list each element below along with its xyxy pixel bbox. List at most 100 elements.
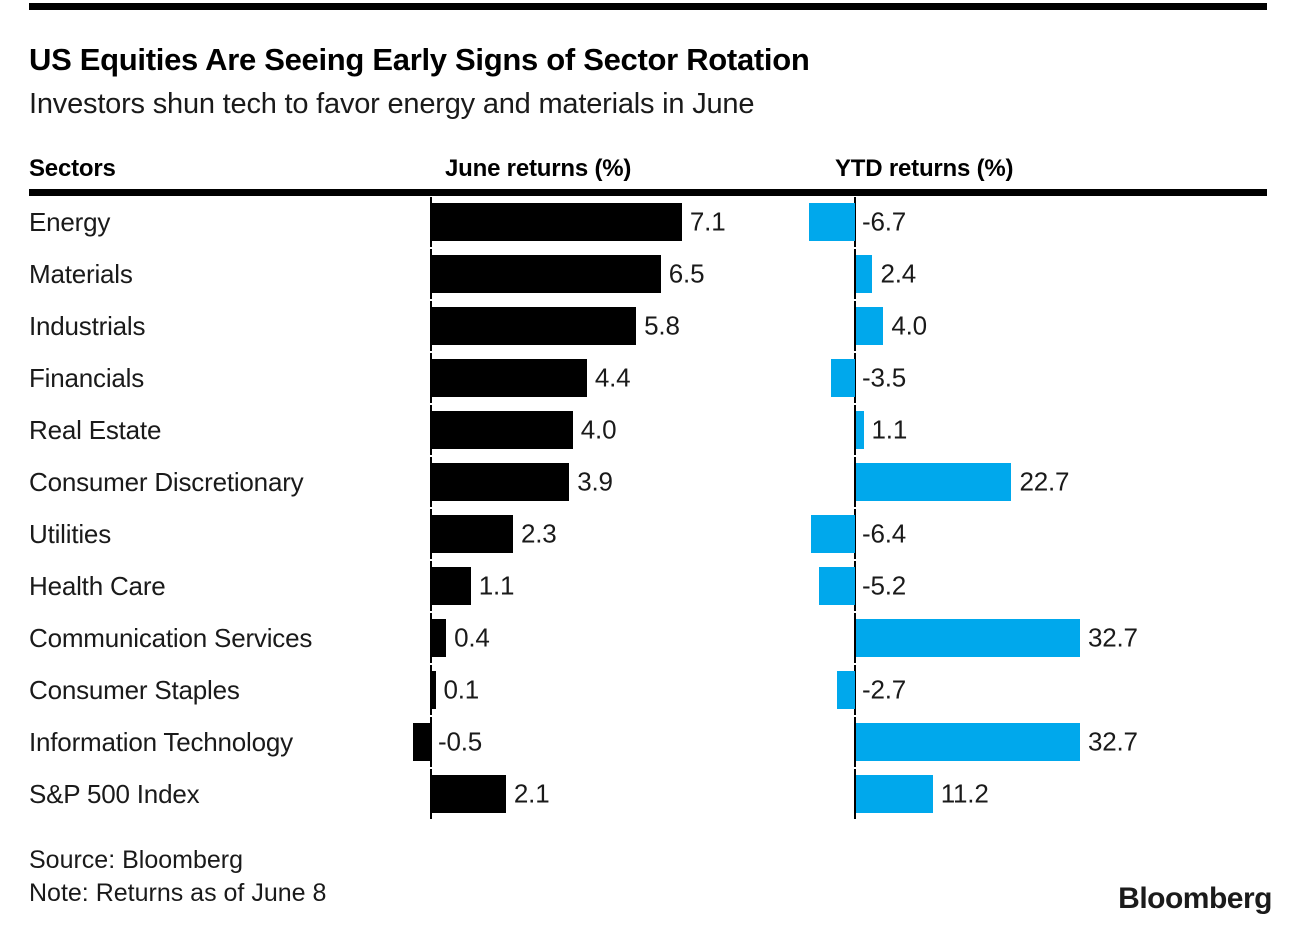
ytd-value-label: 4.0: [891, 310, 927, 341]
sector-label: Health Care: [29, 570, 166, 601]
ytd-bar: [819, 567, 855, 605]
ytd-bar: [856, 723, 1080, 761]
sector-label: Financials: [29, 362, 145, 393]
sector-label: Information Technology: [29, 726, 293, 757]
june-bar-cell: 2.1: [430, 768, 855, 820]
table-row: Consumer Discretionary 3.9 22.7: [0, 456, 1296, 508]
chart-rows: Energy 7.1 -6.7 Materials 6.5 2.4 Industrials 5…: [0, 196, 1296, 820]
column-header-sectors: Sectors: [29, 155, 116, 182]
table-row: Materials 6.5 2.4: [0, 248, 1296, 300]
ytd-axis-line: [854, 301, 856, 351]
june-axis-line: [430, 561, 432, 611]
june-value-label: 6.5: [668, 258, 705, 289]
june-value-label: 4.4: [594, 362, 631, 393]
june-axis-line: [430, 353, 432, 403]
june-bar: [432, 775, 506, 813]
ytd-bar: [856, 463, 1012, 501]
june-axis-line: [430, 613, 432, 663]
june-value-label: -0.5: [438, 726, 483, 757]
june-bar-cell: 1.1: [430, 560, 855, 612]
june-bar: [432, 307, 637, 345]
june-value-label: 2.1: [513, 778, 550, 809]
bloomberg-logo: Bloomberg: [1118, 882, 1272, 915]
june-axis-line: [430, 249, 432, 299]
ytd-value-label: 11.2: [940, 778, 989, 809]
ytd-axis-line: [854, 613, 856, 663]
june-bar-cell: -0.5: [413, 716, 855, 768]
table-row: Communication Services 0.4 32.7: [0, 612, 1296, 664]
june-bar-cell: 2.3: [430, 508, 855, 560]
sector-label: Communication Services: [29, 622, 313, 653]
june-value-label: 4.0: [580, 414, 617, 445]
top-rule: [29, 3, 1267, 10]
ytd-axis-line: [854, 353, 856, 403]
june-value-label: 2.3: [520, 518, 557, 549]
ytd-bar-cell: -3.5: [831, 352, 1296, 404]
june-value-label: 0.1: [443, 674, 480, 705]
june-value-label: 3.9: [577, 466, 613, 497]
sector-label: Energy: [29, 206, 111, 237]
sector-label: Industrials: [29, 310, 146, 341]
june-value-label: 5.8: [644, 310, 680, 341]
ytd-bar-cell: 22.7: [854, 456, 1296, 508]
ytd-axis-line: [854, 197, 856, 247]
ytd-value-label: -6.4: [862, 518, 907, 549]
june-bar: [432, 671, 436, 709]
ytd-bar: [856, 775, 933, 813]
ytd-value-label: -3.5: [862, 362, 907, 393]
june-bar: [432, 359, 587, 397]
june-axis-line: [430, 769, 432, 819]
table-row: Consumer Staples 0.1 -2.7: [0, 664, 1296, 716]
ytd-value-label: 32.7: [1087, 622, 1138, 653]
june-bar: [413, 723, 431, 761]
ytd-bar-cell: -6.7: [809, 196, 1296, 248]
ytd-bar: [856, 619, 1080, 657]
sector-label: Real Estate: [29, 414, 162, 445]
ytd-value-label: -5.2: [862, 570, 907, 601]
june-bar: [432, 619, 447, 657]
ytd-bar-cell: 32.7: [854, 716, 1296, 768]
ytd-bar-cell: 1.1: [854, 404, 1296, 456]
june-bar-cell: 6.5: [430, 248, 855, 300]
ytd-bar: [809, 203, 855, 241]
sector-label: S&P 500 Index: [29, 778, 200, 809]
ytd-bar-cell: 11.2: [854, 768, 1296, 820]
ytd-bar-cell: -5.2: [819, 560, 1296, 612]
ytd-axis-line: [854, 509, 856, 559]
june-axis-line: [430, 457, 432, 507]
ytd-axis-line: [854, 249, 856, 299]
ytd-bar: [836, 671, 855, 709]
ytd-axis-line: [854, 457, 856, 507]
ytd-value-label: -2.7: [862, 674, 907, 705]
chart-subtitle: Investors shun tech to favor energy and …: [29, 88, 755, 120]
ytd-value-label: 2.4: [880, 258, 916, 289]
june-bar-cell: 4.0: [430, 404, 855, 456]
sector-label: Consumer Discretionary: [29, 466, 304, 497]
source-line: Source: Bloomberg: [29, 846, 244, 874]
ytd-bar-cell: -6.4: [811, 508, 1296, 560]
ytd-axis-line: [854, 769, 856, 819]
june-axis-line: [430, 665, 432, 715]
ytd-bar-cell: 4.0: [854, 300, 1296, 352]
june-value-label: 0.4: [454, 622, 490, 653]
june-value-label: 1.1: [478, 570, 515, 601]
sector-label: Utilities: [29, 518, 111, 549]
ytd-axis-line: [854, 717, 856, 767]
ytd-bar-cell: -2.7: [836, 664, 1296, 716]
table-row: Real Estate 4.0 1.1: [0, 404, 1296, 456]
chart-title: US Equities Are Seeing Early Signs of Se…: [29, 42, 810, 77]
june-axis-line: [430, 717, 432, 767]
ytd-axis-line: [854, 665, 856, 715]
june-axis-line: [430, 301, 432, 351]
ytd-bar: [831, 359, 855, 397]
table-row: Industrials 5.8 4.0: [0, 300, 1296, 352]
table-row: Energy 7.1 -6.7: [0, 196, 1296, 248]
sector-label: Materials: [29, 258, 133, 289]
sector-label: Consumer Staples: [29, 674, 240, 705]
table-row: Health Care 1.1 -5.2: [0, 560, 1296, 612]
june-bar: [432, 567, 471, 605]
ytd-value-label: 22.7: [1019, 466, 1070, 497]
ytd-value-label: 32.7: [1087, 726, 1138, 757]
june-bar-cell: 0.4: [430, 612, 855, 664]
june-bar-cell: 4.4: [430, 352, 855, 404]
